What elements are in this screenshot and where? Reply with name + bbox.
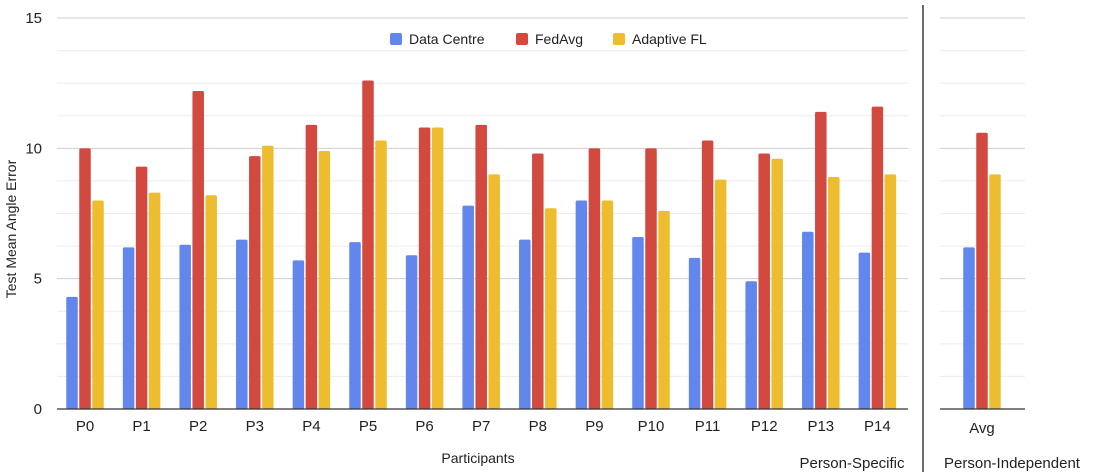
bar-p4-fedavg	[305, 124, 318, 409]
x-tick-label: P12	[751, 418, 778, 435]
bar-p3-adaptive-fl	[262, 145, 274, 409]
bar-p10-fedavg	[645, 148, 657, 410]
bar-p8-data-centre	[519, 239, 531, 409]
bar-p13-data-centre	[802, 231, 814, 409]
bar-p5-adaptive-fl	[375, 140, 387, 409]
bar-p12-adaptive-fl	[771, 158, 783, 409]
bar-p7-fedavg	[475, 124, 487, 409]
x-tick-label: P4	[302, 418, 320, 435]
bar-p9-data-centre	[575, 200, 588, 409]
x-axis-label: Participants	[441, 450, 514, 466]
bar-p14-fedavg	[871, 106, 884, 410]
bar-p9-fedavg	[588, 148, 601, 410]
legend-label: Adaptive FL	[632, 31, 707, 47]
bar-p5-fedavg	[362, 80, 374, 409]
bar-p7-adaptive-fl	[488, 174, 500, 409]
bar-p13-fedavg	[815, 111, 827, 409]
x-tick-label: P5	[359, 418, 377, 435]
bar-p1-fedavg	[135, 166, 148, 409]
bar-p11-data-centre	[688, 257, 701, 409]
y-tick-label: 5	[34, 271, 42, 288]
bar-p4-data-centre	[292, 260, 305, 409]
x-tick-label: P0	[76, 418, 94, 435]
x-tick-label: P7	[472, 418, 490, 435]
bar-p14-data-centre	[858, 252, 871, 409]
x-axis-ticks: P0 P1 P2 P3 P4 P5 P6 P7 P8 P9 P10 P11 P12 P13 P14 Avg	[76, 418, 995, 437]
x-tick-label: P11	[695, 418, 721, 435]
bar-p3-data-centre	[236, 239, 248, 409]
x-tick-label: P10	[638, 418, 665, 435]
bar-p12-fedavg	[758, 153, 770, 409]
x-tick-label: P9	[585, 418, 603, 435]
bar-p7-data-centre	[462, 205, 474, 409]
bar-avg-adaptive-fl	[989, 174, 1001, 409]
bar-p6-data-centre	[405, 255, 418, 409]
bar-p11-fedavg	[701, 140, 714, 409]
bar-p12-data-centre	[745, 281, 757, 409]
x-tick-label: P2	[189, 418, 207, 435]
bar-p10-data-centre	[632, 236, 644, 409]
legend-swatch	[516, 33, 528, 45]
bar-p0-adaptive-fl	[92, 200, 104, 409]
x-tick-label: Avg	[969, 420, 995, 437]
x-tick-label: P14	[864, 418, 891, 435]
bar-p1-data-centre	[122, 247, 135, 409]
x-tick-label: P1	[132, 418, 150, 435]
bar-p2-adaptive-fl	[205, 195, 217, 409]
bar-p10-adaptive-fl	[658, 210, 670, 409]
bar-p0-data-centre	[66, 296, 78, 409]
x-tick-label: P8	[529, 418, 547, 435]
bar-p6-adaptive-fl	[431, 127, 444, 409]
bar-p13-adaptive-fl	[828, 177, 840, 409]
main-bars	[66, 80, 897, 410]
y-tick-label: 10	[25, 140, 42, 157]
legend-swatch	[390, 33, 402, 45]
bar-p8-adaptive-fl	[545, 208, 557, 409]
bar-p4-adaptive-fl	[318, 150, 331, 409]
x-tick-label: P3	[246, 418, 264, 435]
x-tick-label: P13	[807, 418, 834, 435]
bar-avg-fedavg	[976, 132, 988, 409]
x-tick-label: P6	[415, 418, 433, 435]
y-tick-label: 15	[25, 10, 42, 27]
legend: Data Centre FedAvg Adaptive FL	[390, 31, 707, 47]
person-specific-label: Person-Specific	[799, 455, 905, 472]
person-independent-label: Person-Independent	[944, 455, 1081, 472]
y-axis-ticks: 0 5 10 15	[25, 10, 42, 418]
legend-label: Data Centre	[409, 31, 485, 47]
bar-avg-data-centre	[963, 247, 975, 409]
bar-p8-fedavg	[532, 153, 544, 409]
bar-p11-adaptive-fl	[714, 179, 727, 409]
legend-swatch	[613, 33, 625, 45]
bar-p6-fedavg	[418, 127, 431, 409]
bar-p1-adaptive-fl	[148, 192, 161, 409]
avg-bars	[963, 132, 1001, 409]
bar-p2-fedavg	[192, 90, 204, 409]
bar-p14-adaptive-fl	[884, 174, 897, 409]
y-axis-label: Test Mean Angle Error	[3, 159, 19, 298]
legend-label: FedAvg	[535, 31, 583, 47]
bar-p2-data-centre	[179, 244, 191, 409]
bar-p9-adaptive-fl	[601, 200, 614, 409]
bar-p5-data-centre	[349, 242, 361, 409]
bar-p0-fedavg	[79, 148, 91, 410]
y-tick-label: 0	[34, 401, 42, 418]
bar-p3-fedavg	[249, 156, 261, 409]
